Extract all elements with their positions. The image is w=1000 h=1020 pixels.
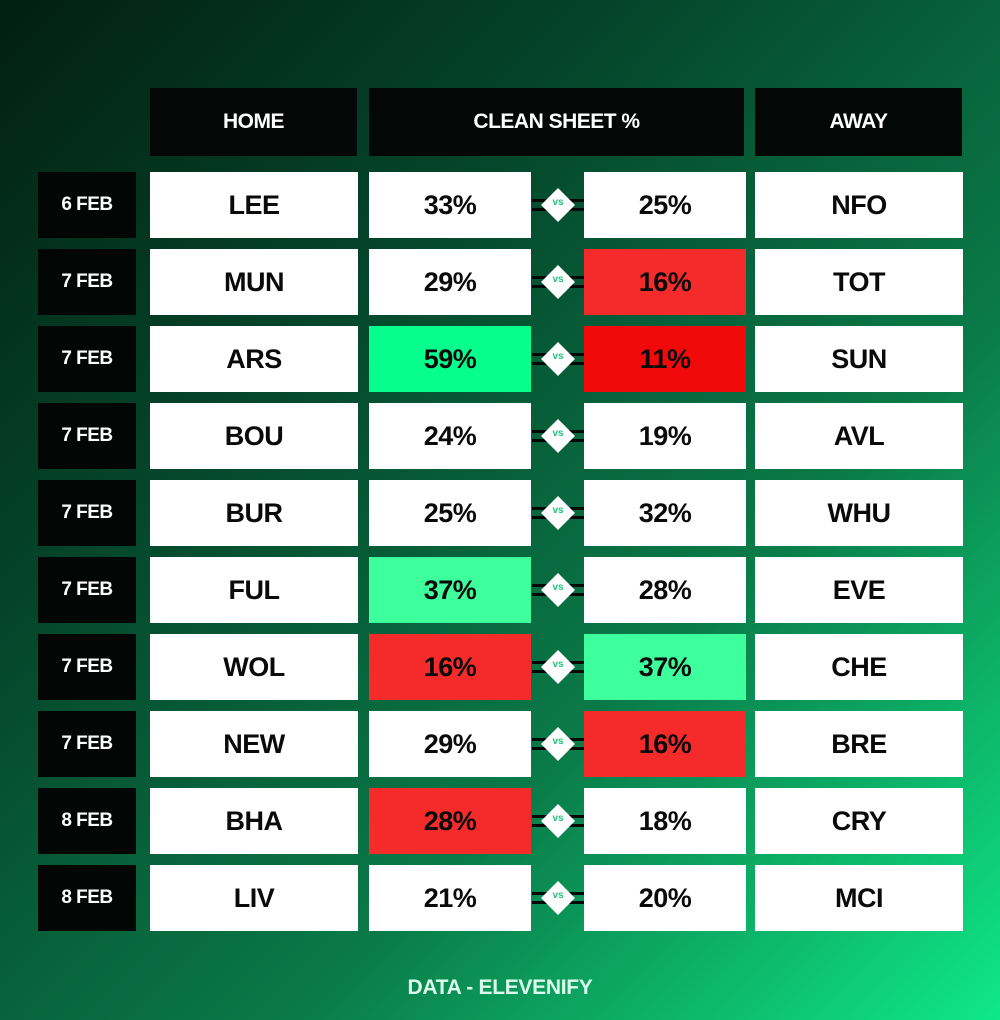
- fixture-date: 7 FEB: [38, 711, 136, 777]
- home-team: MUN: [150, 249, 358, 315]
- home-clean-sheet-pct: 24%: [369, 403, 531, 469]
- home-clean-sheet-pct: 29%: [369, 249, 531, 315]
- fixture-date: 7 FEB: [38, 634, 136, 700]
- away-team: CRY: [755, 788, 963, 854]
- home-clean-sheet-pct: 37%: [369, 557, 531, 623]
- vs-badge: vs: [532, 788, 584, 854]
- fixture-date: 6 FEB: [38, 172, 136, 238]
- vs-badge: vs: [532, 326, 584, 392]
- away-clean-sheet-pct: 37%: [584, 634, 746, 700]
- fixture-date: 7 FEB: [38, 403, 136, 469]
- fixture-date: 8 FEB: [38, 788, 136, 854]
- vs-badge: vs: [532, 480, 584, 546]
- home-team: BHA: [150, 788, 358, 854]
- away-team: BRE: [755, 711, 963, 777]
- fixture-date: 7 FEB: [38, 326, 136, 392]
- away-clean-sheet-pct: 18%: [584, 788, 746, 854]
- home-team: FUL: [150, 557, 358, 623]
- vs-label: vs: [552, 428, 564, 439]
- away-team: MCI: [755, 865, 963, 931]
- vs-label: vs: [552, 736, 564, 747]
- away-team: CHE: [755, 634, 963, 700]
- home-team: WOL: [150, 634, 358, 700]
- home-clean-sheet-pct: 33%: [369, 172, 531, 238]
- away-team: AVL: [755, 403, 963, 469]
- fixture-date: 7 FEB: [38, 249, 136, 315]
- vs-badge: vs: [532, 865, 584, 931]
- away-clean-sheet-pct: 25%: [584, 172, 746, 238]
- header-clean-sheet: CLEAN SHEET %: [369, 88, 744, 156]
- vs-label: vs: [552, 659, 564, 670]
- home-clean-sheet-pct: 16%: [369, 634, 531, 700]
- away-team: SUN: [755, 326, 963, 392]
- home-clean-sheet-pct: 25%: [369, 480, 531, 546]
- away-clean-sheet-pct: 28%: [584, 557, 746, 623]
- away-clean-sheet-pct: 16%: [584, 711, 746, 777]
- home-clean-sheet-pct: 59%: [369, 326, 531, 392]
- home-team: BOU: [150, 403, 358, 469]
- away-clean-sheet-pct: 32%: [584, 480, 746, 546]
- home-clean-sheet-pct: 28%: [369, 788, 531, 854]
- away-clean-sheet-pct: 16%: [584, 249, 746, 315]
- fixture-date: 7 FEB: [38, 480, 136, 546]
- away-team: EVE: [755, 557, 963, 623]
- away-clean-sheet-pct: 20%: [584, 865, 746, 931]
- vs-badge: vs: [532, 172, 584, 238]
- vs-badge: vs: [532, 711, 584, 777]
- away-clean-sheet-pct: 19%: [584, 403, 746, 469]
- vs-label: vs: [552, 890, 564, 901]
- vs-label: vs: [552, 351, 564, 362]
- away-team: NFO: [755, 172, 963, 238]
- home-team: NEW: [150, 711, 358, 777]
- vs-label: vs: [552, 505, 564, 516]
- vs-badge: vs: [532, 634, 584, 700]
- away-clean-sheet-pct: 11%: [584, 326, 746, 392]
- fixture-date: 7 FEB: [38, 557, 136, 623]
- home-team: BUR: [150, 480, 358, 546]
- fixture-date: 8 FEB: [38, 865, 136, 931]
- vs-badge: vs: [532, 403, 584, 469]
- vs-label: vs: [552, 813, 564, 824]
- home-clean-sheet-pct: 21%: [369, 865, 531, 931]
- away-team: TOT: [755, 249, 963, 315]
- away-team: WHU: [755, 480, 963, 546]
- data-source-credit: DATA - ELEVENIFY: [407, 976, 593, 999]
- vs-label: vs: [552, 582, 564, 593]
- vs-label: vs: [552, 197, 564, 208]
- home-team: LEE: [150, 172, 358, 238]
- vs-badge: vs: [532, 557, 584, 623]
- home-team: ARS: [150, 326, 358, 392]
- header-away: AWAY: [755, 88, 962, 156]
- home-clean-sheet-pct: 29%: [369, 711, 531, 777]
- header-home: HOME: [150, 88, 357, 156]
- vs-badge: vs: [532, 249, 584, 315]
- home-team: LIV: [150, 865, 358, 931]
- vs-label: vs: [552, 274, 564, 285]
